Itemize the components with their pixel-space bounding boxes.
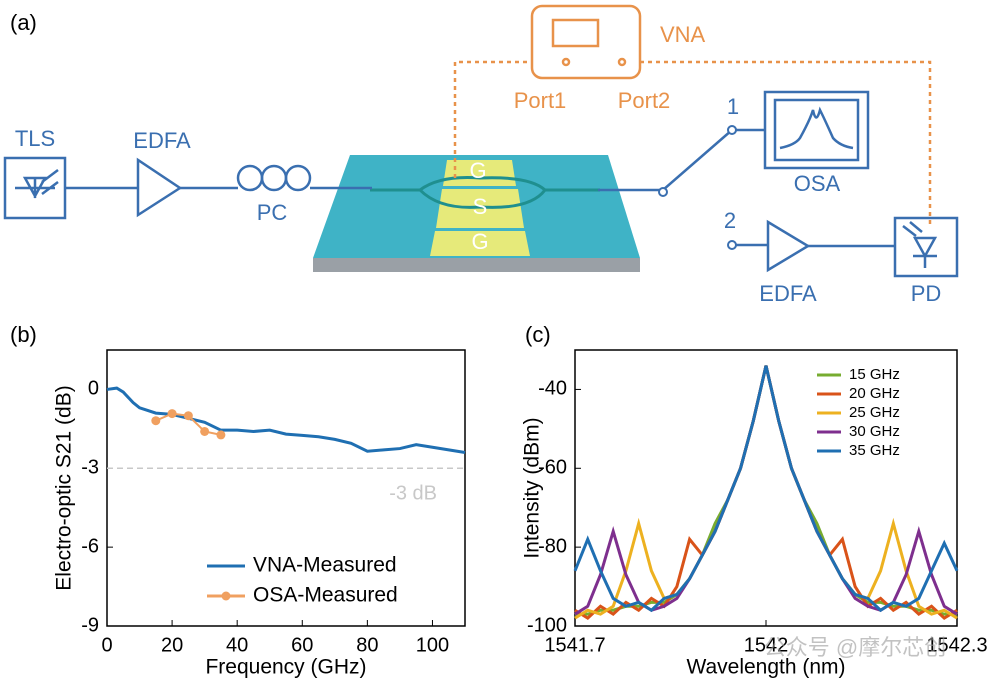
marker xyxy=(200,426,210,436)
legend-label: 15 GHz xyxy=(849,366,900,383)
vna-port xyxy=(617,57,627,67)
legend-label: 35 GHz xyxy=(849,442,900,459)
x-tick-label: 40 xyxy=(226,634,248,656)
label: PD xyxy=(911,281,942,306)
series-line xyxy=(573,365,959,613)
amplifier xyxy=(766,219,811,273)
label: 1 xyxy=(727,94,739,119)
amplifier xyxy=(136,157,183,218)
y-tick-label: -60 xyxy=(538,457,567,479)
series-line xyxy=(106,386,466,454)
reference-label: -3 dB xyxy=(389,483,437,505)
legend-label: VNA-Measured xyxy=(253,554,397,577)
label: OSA xyxy=(794,171,841,196)
charts: (b) 0 20 40 60 80 100 0 -3 -6 -9 Frequency (GHz) Ele… xyxy=(10,322,988,679)
osa-screen xyxy=(773,98,860,162)
y-axis-label: Electro-optic S21 (dB) xyxy=(53,385,76,590)
rf-cable xyxy=(453,60,932,225)
x-axis-label: Frequency (GHz) xyxy=(205,656,366,679)
chip-side xyxy=(313,258,640,272)
vna-box xyxy=(530,4,642,80)
electrode xyxy=(430,231,530,256)
legend-label: OSA-Measured xyxy=(253,584,398,607)
x-tick-label: 20 xyxy=(161,634,183,656)
input-node xyxy=(727,240,737,250)
label: EDFA xyxy=(759,281,817,306)
marker xyxy=(167,409,177,419)
marker xyxy=(216,430,226,440)
x-tick-label: 100 xyxy=(416,634,449,656)
x-tick-label: 0 xyxy=(101,634,112,656)
legend-label: 25 GHz xyxy=(849,404,900,421)
y-tick-label: -40 xyxy=(538,378,567,400)
x-tick-label: 1542 xyxy=(744,634,789,656)
label: Port1 xyxy=(514,88,567,113)
legend-label: 20 GHz xyxy=(849,385,900,402)
switch-node xyxy=(658,187,668,197)
legend-label: 30 GHz xyxy=(849,423,900,440)
label: Port2 xyxy=(618,88,671,113)
laser-icon xyxy=(15,169,59,199)
switch-node xyxy=(727,125,737,135)
label: VNA xyxy=(660,22,706,47)
electrode-label: S xyxy=(473,194,488,219)
pc-loop xyxy=(236,164,264,192)
panel-label: (c) xyxy=(525,322,551,347)
label: PC xyxy=(257,200,288,225)
spectrum-icon xyxy=(779,106,854,150)
osa-box xyxy=(763,90,870,170)
plot-frame xyxy=(106,349,466,627)
x-axis-label: Wavelength (nm) xyxy=(686,656,845,679)
x-tick-label: 1542.3 xyxy=(926,634,987,656)
pc-loop xyxy=(284,164,312,192)
marker xyxy=(151,416,161,426)
label: 2 xyxy=(724,208,736,233)
electrode-label: G xyxy=(471,229,488,254)
panel-label: (a) xyxy=(10,10,37,35)
vna-port xyxy=(561,57,571,67)
watermark: 公众号 @摩尔芯创 xyxy=(764,635,946,660)
y-tick-label: 0 xyxy=(88,378,99,400)
y-tick-label: -80 xyxy=(538,535,567,557)
y-tick-label: -3 xyxy=(81,457,99,479)
pd-box xyxy=(893,216,959,278)
waveguide xyxy=(370,176,600,209)
marker xyxy=(183,411,193,421)
x-tick-label: 80 xyxy=(356,634,378,656)
y-tick-label: -9 xyxy=(81,614,99,636)
y-axis-label: Intensity (dBm) xyxy=(521,417,544,558)
panel-label: (b) xyxy=(10,322,37,347)
photodiode-icon xyxy=(902,221,938,268)
electrode xyxy=(443,160,516,186)
label: TLS xyxy=(15,126,55,151)
y-tick-label: -100 xyxy=(527,614,567,636)
vna-screen xyxy=(551,18,600,48)
pc-loop xyxy=(260,164,288,192)
y-tick-label: -6 xyxy=(81,535,99,557)
label: EDFA xyxy=(133,128,191,153)
electrode-label: G xyxy=(469,158,486,183)
legend-marker xyxy=(221,591,231,601)
x-tick-label: 60 xyxy=(291,634,313,656)
fiber xyxy=(598,129,733,192)
x-tick-label: 1541.7 xyxy=(544,634,605,656)
